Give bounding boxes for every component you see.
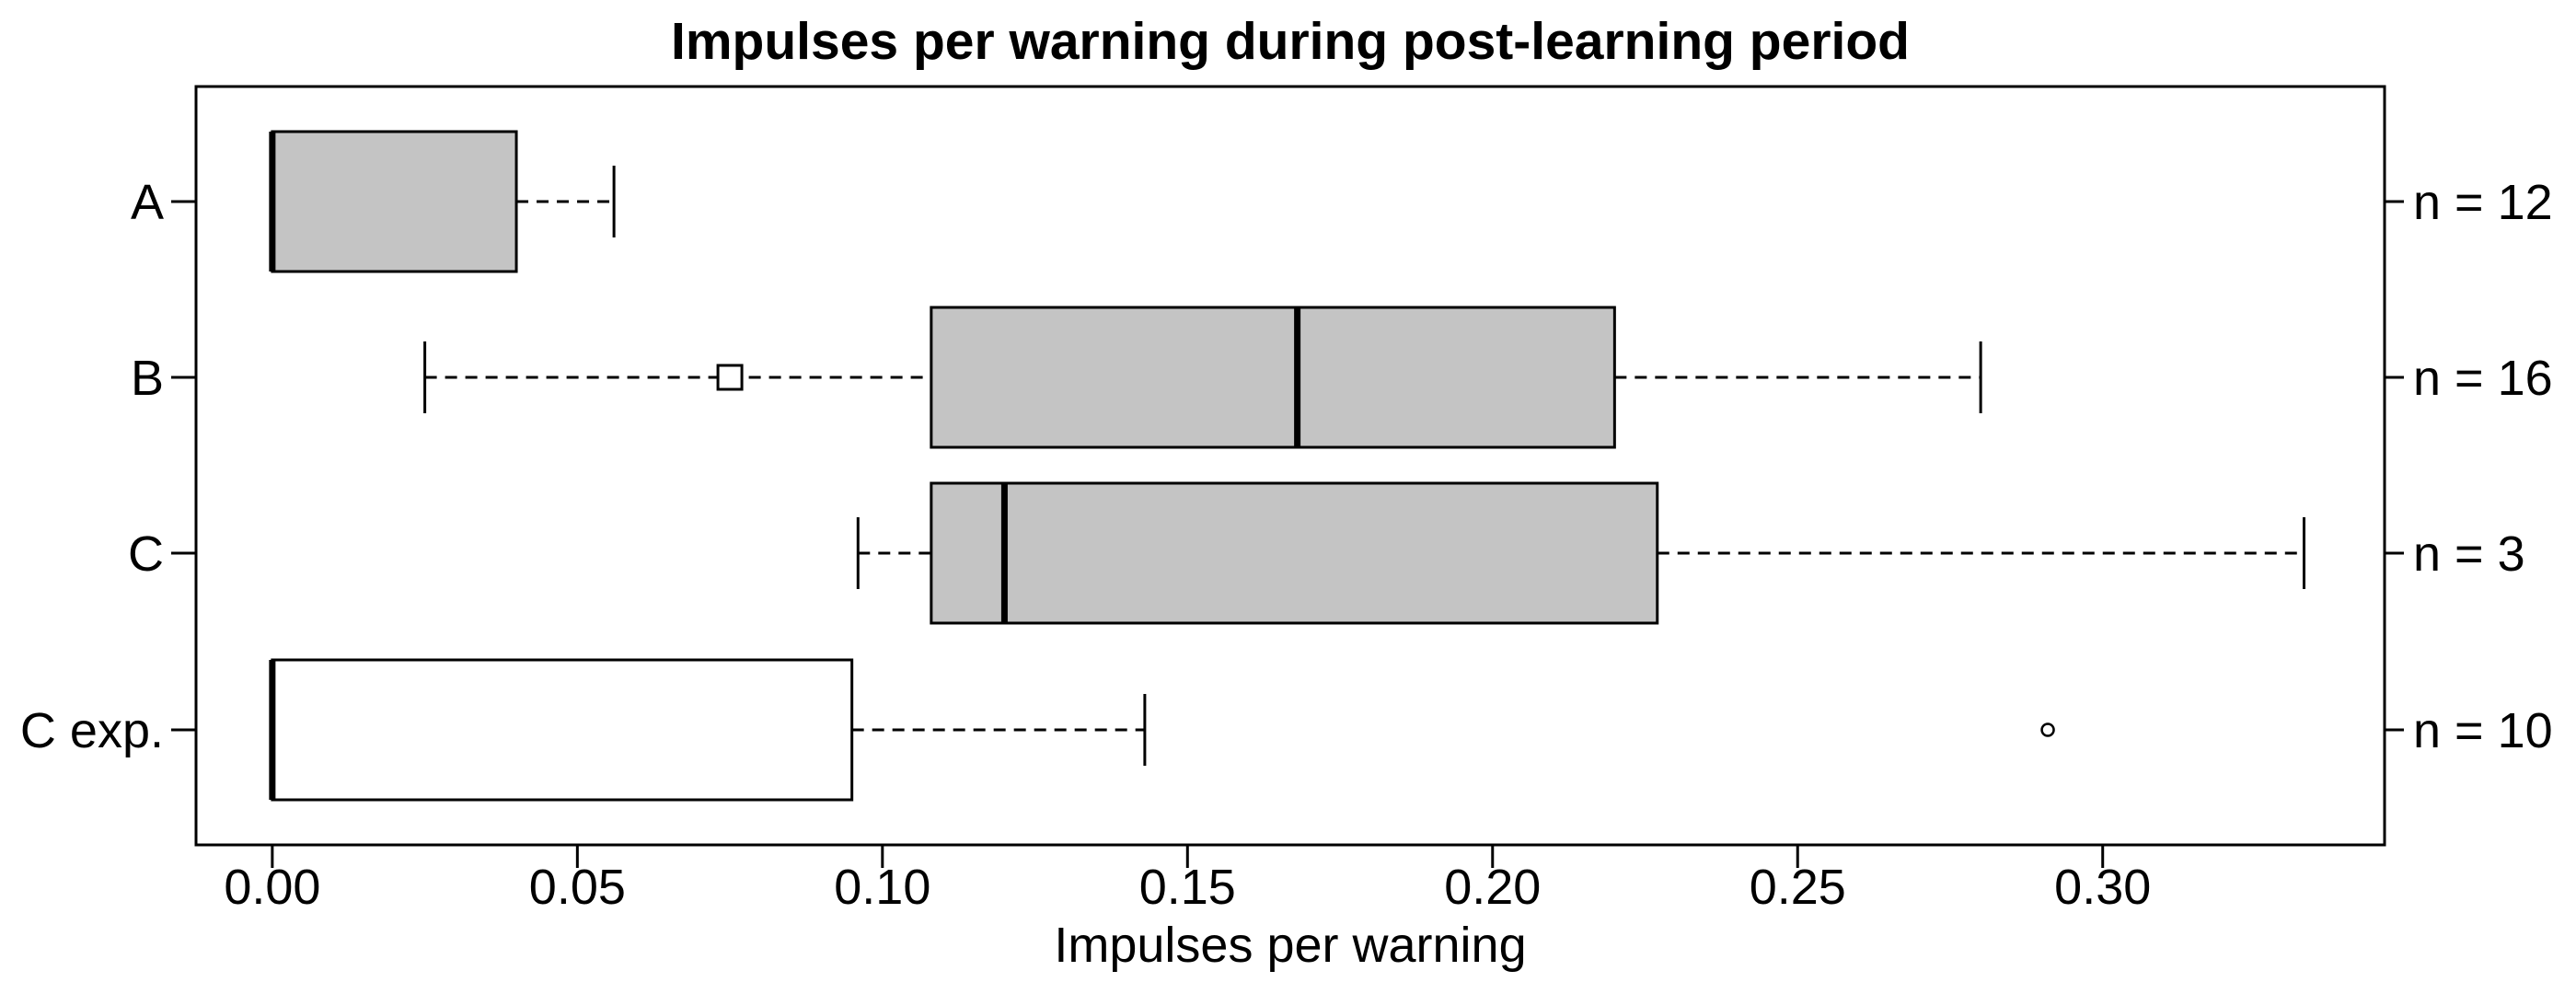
category-label: C [128, 526, 164, 582]
iqr-box [271, 130, 518, 273]
x-tick-label: 0.05 [529, 860, 626, 915]
x-tick-label: 0.30 [2054, 860, 2151, 915]
x-tick-label: 0.20 [1444, 860, 1541, 915]
category-label: C exp. [20, 703, 164, 758]
chart-title: Impulses per warning during post-learnin… [671, 12, 1910, 71]
square-marker [716, 364, 744, 391]
outlier-point [2040, 722, 2055, 737]
x-tick-label: 0.25 [1750, 860, 1846, 915]
x-tick-label: 0.10 [834, 860, 930, 915]
x-tick-label: 0.15 [1139, 860, 1236, 915]
iqr-box [930, 306, 1616, 449]
plot-border [194, 85, 2386, 847]
sample-size-label: n = 12 [2413, 175, 2553, 230]
iqr-box [271, 658, 854, 802]
category-label: B [131, 351, 164, 406]
category-label: A [131, 175, 164, 230]
sample-size-label: n = 10 [2413, 703, 2553, 758]
iqr-box [930, 481, 1659, 625]
sample-size-label: n = 3 [2413, 526, 2525, 582]
sample-size-label: n = 16 [2413, 351, 2553, 406]
x-axis-label: Impulses per warning [1054, 918, 1527, 973]
x-tick-label: 0.00 [224, 860, 320, 915]
